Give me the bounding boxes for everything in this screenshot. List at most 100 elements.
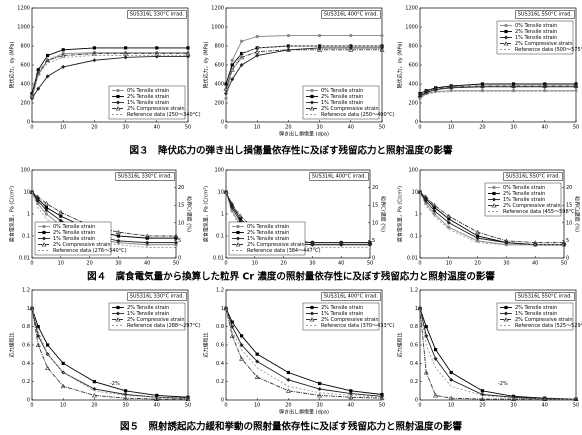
legend-marker [116,94,120,99]
x-tick-label: 40 [154,403,160,409]
marker [479,396,485,401]
y-tick-label: 10 [218,190,224,196]
y-tick-label: 1200 [17,6,30,12]
marker [449,377,454,382]
y-tick-label: 0.8 [216,324,224,330]
y-tick-label: 1.2 [216,288,224,294]
y2-tick-label: 10 [372,220,378,226]
marker [368,242,372,247]
y2-tick-label: 0 [566,256,569,262]
x-tick-label: 20 [285,125,291,131]
marker [511,89,516,93]
marker [255,359,260,364]
legend-label: 2% Compressive strain [321,106,379,112]
marker [448,395,454,401]
y-tick-label: 0.8 [410,324,418,330]
marker [423,198,428,203]
series-line [31,308,188,400]
legend-marker [42,236,46,241]
marker [145,236,149,240]
series-line [225,45,382,99]
series-line [419,91,576,99]
y-tick-label: 10 [412,190,418,196]
y-axis-label: 降伏応力，σy (MPa) [203,42,210,89]
marker [239,356,245,361]
x-tick-label: 0 [418,125,421,131]
marker [503,238,509,243]
legend-label: 0% Tensile strain [247,224,289,230]
condition-box [321,10,381,19]
marker [423,194,429,199]
legend-label: 2% Tensile strain [127,94,169,100]
y-tick-label: 1200 [405,6,418,12]
x-tick-label: 30 [122,403,128,409]
x-tick-label: 20 [280,261,286,267]
series-line [419,308,576,400]
series-line [31,308,189,398]
x-tick-label: 10 [58,261,64,267]
x-tick-label: 0 [224,125,227,131]
legend-label: 1% Tensile strain [127,100,169,106]
condition-box [515,292,575,301]
marker [91,51,97,56]
marker [239,63,244,67]
marker [36,325,40,329]
marker [155,46,159,50]
legend-label: 1% Tensile strain [503,197,545,203]
marker [186,46,190,50]
marker [349,33,353,38]
y-tick-label: 600 [20,63,30,69]
condition-label: SUS316L 400°C irrad. [312,174,367,180]
legend-label: 1% Tensile strain [127,311,169,317]
marker [92,46,96,50]
y-tick-label: 10 [24,190,30,196]
marker [380,33,384,38]
legend-label: Reference data (500～575°C) [515,47,582,53]
condition-label: SUS316L 330°C irrad. [118,174,173,180]
y2-axis-label: 粒界Cr濃度 (%) [186,196,193,232]
y-tick-label: 400 [20,82,30,88]
y-tick-label: 1000 [211,25,224,31]
legend-marker [116,311,120,316]
legend-label: 2% Tensile strain [53,230,95,236]
x-tick-label: 30 [115,261,121,267]
legend-marker [503,317,509,322]
marker [286,377,291,382]
marker [432,205,436,209]
marker [433,393,439,398]
marker [561,240,567,245]
series-line [31,47,188,94]
marker [92,387,97,391]
marker [339,242,344,247]
legend-label: 2% Tensile strain [503,191,545,197]
x-axis-label: 弾き出し損傷量 (dpa) [279,409,329,416]
y-tick-label: 800 [214,44,224,50]
marker [35,194,41,199]
marker [92,380,96,384]
caption: 図３ 降伏応力の弾き出し損傷量依存性に及ぼす残留応力と照射温度の影響 [129,145,453,157]
condition-label: SUS316L 400°C irrad. [324,294,379,300]
condition-label: SUS316L 550°C irrad. [518,294,573,300]
y2-tick-label: 20 [372,185,378,191]
marker [480,389,484,393]
legend-label: 2% Tensile strain [127,305,169,311]
marker [511,83,517,88]
x-tick-label: 0 [30,403,33,409]
legend-label: 2% Tensile strain [515,29,557,35]
y2-tick-label: 15 [178,203,184,209]
marker [573,83,579,88]
legend-label: Reference data (370～433°C) [321,323,395,329]
marker [61,48,65,52]
condition-label: SUS316L 330°C irrad. [130,294,185,300]
marker [144,233,150,238]
y2-tick-label: 5 [178,238,181,244]
marker [238,217,242,221]
marker [145,243,149,247]
y-axis-label: 降伏応力，σy (MPa) [397,42,404,89]
marker [511,396,517,401]
marker [433,86,439,91]
y-tick-label: 0 [27,398,30,404]
x-tick-label: 40 [542,403,548,409]
series-line [225,308,383,399]
marker [562,242,566,247]
